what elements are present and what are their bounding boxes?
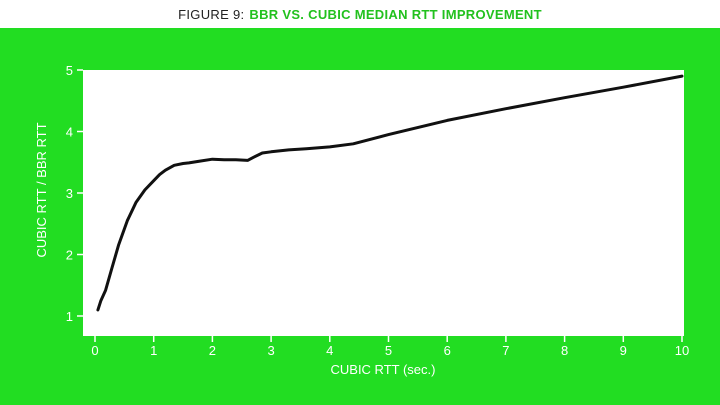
x-tick-label: 1 — [150, 343, 157, 358]
y-axis-title: CUBIC RTT / BBR RTT — [34, 122, 49, 257]
y-tick-label: 3 — [66, 186, 73, 201]
x-tick-label: 10 — [675, 343, 689, 358]
x-tick-label: 3 — [267, 343, 274, 358]
y-axis: 1 2 3 4 5 — [66, 63, 83, 324]
x-axis-title: CUBIC RTT (sec.) — [331, 362, 436, 377]
x-tick-label: 2 — [209, 343, 216, 358]
figure-number: FIGURE 9: — [178, 6, 245, 22]
series-line — [96, 74, 684, 312]
x-tick-label: 7 — [502, 343, 509, 358]
chart-panel: 0 1 2 3 4 5 6 7 8 9 10 1 2 3 4 5 CUBIC RTT (sec.) CUBI… — [0, 28, 720, 405]
y-tick-label: 1 — [66, 309, 73, 324]
x-tick-label: 8 — [561, 343, 568, 358]
x-tick-label: 0 — [91, 343, 98, 358]
y-tick-label: 4 — [66, 125, 73, 140]
figure-heading: BBR VS. CUBIC MEDIAN RTT IMPROVEMENT — [249, 6, 542, 22]
x-tick-label: 4 — [326, 343, 333, 358]
y-tick-label: 2 — [66, 248, 73, 263]
x-tick-label: 6 — [444, 343, 451, 358]
line-chart: 0 1 2 3 4 5 6 7 8 9 10 1 2 3 4 5 CUBIC RTT (sec.) CUBI… — [34, 63, 689, 377]
x-axis: 0 1 2 3 4 5 6 7 8 9 10 — [91, 336, 689, 358]
y-tick-label: 5 — [66, 63, 73, 78]
x-tick-label: 5 — [385, 343, 392, 358]
x-tick-label: 9 — [620, 343, 627, 358]
figure-title: FIGURE 9: BBR VS. CUBIC MEDIAN RTT IMPRO… — [0, 0, 720, 28]
plot-area — [83, 70, 684, 336]
